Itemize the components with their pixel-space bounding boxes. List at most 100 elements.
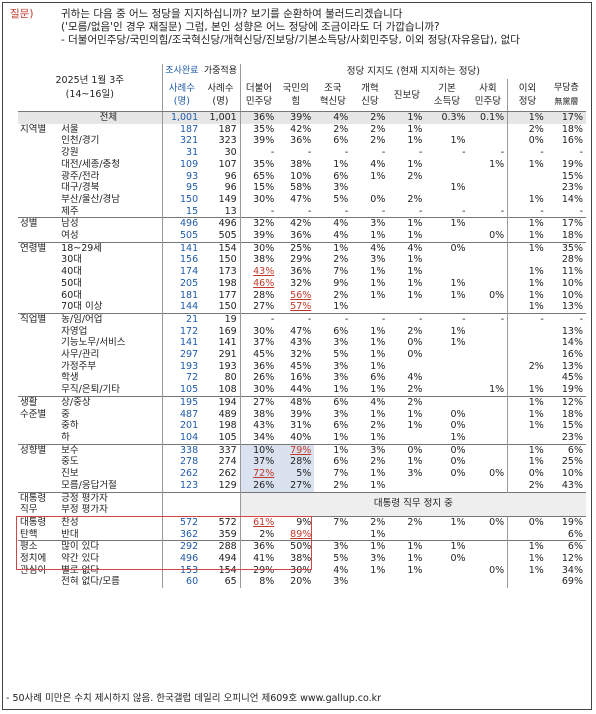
percent-cell: 15% xyxy=(239,182,278,194)
percent-cell: 14% xyxy=(561,193,583,205)
percent-cell: 17% xyxy=(546,217,586,231)
percent-cell: 1% xyxy=(507,408,547,421)
row-group-label xyxy=(18,337,59,349)
row-sub-label: 부정 평가자 xyxy=(61,504,108,516)
percent-cell: - xyxy=(500,147,505,159)
percent-cell xyxy=(388,529,425,541)
percent-cell: 1% xyxy=(507,540,547,554)
percent-cell: 1% xyxy=(507,241,547,255)
percent-cell: 1% xyxy=(351,540,389,554)
row-group-label xyxy=(18,480,59,492)
percent-cell: 2% xyxy=(333,479,349,491)
percent-cell xyxy=(388,480,425,492)
row-group-label xyxy=(18,326,59,338)
percent-cell: 0% xyxy=(450,468,466,480)
party-header-line1: 사회 xyxy=(479,83,497,94)
percent-cell: 35% xyxy=(239,123,278,136)
row-group-label: 관심이 xyxy=(20,564,47,576)
row-group-label: 평소 xyxy=(18,540,60,554)
percent-cell xyxy=(469,480,508,492)
survey-count-cell: 292 xyxy=(161,540,202,554)
percent-cell: 6% xyxy=(333,170,349,182)
percent-cell: 11% xyxy=(561,266,583,278)
percent-cell: 40% xyxy=(290,431,312,443)
percent-cell: 4% xyxy=(388,241,426,255)
percent-cell: - xyxy=(277,312,315,326)
percent-cell: 5% xyxy=(333,193,349,205)
percent-cell xyxy=(388,182,425,194)
percent-cell: 30% xyxy=(239,241,278,255)
percent-cell: 0% xyxy=(507,135,547,148)
percent-cell: 34% xyxy=(561,564,583,576)
percent-cell: 18% xyxy=(561,230,583,242)
percent-cell: 89% xyxy=(290,528,312,540)
percent-cell: 7% xyxy=(333,266,349,278)
percent-cell: 1% xyxy=(425,540,469,554)
percent-cell: 1% xyxy=(450,337,466,349)
table-row: 직무 부정 평가자 xyxy=(18,504,586,517)
row-sub-label: 반대 xyxy=(61,528,79,540)
percent-cell: 37% xyxy=(239,337,278,350)
row-sub-label: 학생 xyxy=(61,372,79,384)
percent-cell: 56% xyxy=(290,289,312,301)
survey-count-cell: 123 xyxy=(161,479,202,492)
percent-cell: 1% xyxy=(370,384,386,396)
row-group-label xyxy=(18,372,59,384)
percent-cell: 1% xyxy=(507,217,547,231)
percent-cell: 14% xyxy=(561,337,583,349)
percent-cell: 9% xyxy=(277,515,315,529)
percent-cell: 0% xyxy=(507,468,547,480)
crosstab-table: 2025년 1월 3주 (14~16일) 조사완료 가중적용 정당 지지도 (현… xyxy=(18,64,586,589)
percent-cell: 0% xyxy=(507,515,547,529)
percent-cell xyxy=(468,395,508,409)
percent-cell: 3% xyxy=(314,540,352,554)
percent-cell xyxy=(507,576,547,589)
percent-cell: 32% xyxy=(239,217,278,231)
percent-cell: 1% xyxy=(314,443,352,457)
row-sub-label: 약간 있다 xyxy=(61,553,100,565)
row-group-label xyxy=(18,576,59,588)
table-row: 30대 156 150 38% 29% 2% 3% 1% 28% xyxy=(18,254,586,267)
percent-cell: 36% xyxy=(239,540,278,554)
row-sub-label: 중하 xyxy=(61,420,79,432)
percent-cell: 42% xyxy=(290,123,312,135)
percent-cell: 1% xyxy=(407,135,423,147)
table-row: 인천/경기 321 323 39% 36% 6% 2% 1% 1% 0% 16% xyxy=(18,135,586,148)
percent-cell: 5% xyxy=(333,553,349,565)
percent-cell xyxy=(425,301,468,313)
percent-cell: - xyxy=(351,312,389,326)
row-sub-label: 60대 xyxy=(61,289,82,301)
percent-cell: 16% xyxy=(561,135,583,147)
row-sub-label: 중 xyxy=(61,408,70,420)
survey-count-cell: 172 xyxy=(161,325,202,338)
table-row: 40대 174 173 43% 36% 7% 1% 1% 1% 11% xyxy=(18,266,586,278)
percent-cell xyxy=(507,349,547,361)
percent-cell: 1% xyxy=(507,553,547,565)
percent-cell xyxy=(469,171,508,183)
percent-cell xyxy=(425,194,468,206)
percent-cell xyxy=(425,529,468,541)
party-header-7: 이외 정당 xyxy=(507,79,547,112)
percent-cell: 3% xyxy=(333,576,349,588)
weighted-count-cell: 193 xyxy=(218,360,237,372)
table-row: 60대 181 177 28% 56% 2% 1% 1% 1% 0% 1% 10% xyxy=(18,289,586,302)
percent-cell: 3% xyxy=(333,337,349,349)
survey-count-cell: 174 xyxy=(161,266,202,278)
row-group-label xyxy=(18,230,59,242)
percent-cell xyxy=(425,372,468,384)
period-dates: (14~16일) xyxy=(65,88,114,100)
row-group-label xyxy=(18,432,59,444)
percent-cell: 6% xyxy=(314,395,352,409)
percent-cell: 47% xyxy=(290,325,312,337)
percent-cell: 1% xyxy=(370,289,386,301)
row-group-label xyxy=(18,159,59,171)
survey-count-cell: 338 xyxy=(161,443,202,457)
percent-cell: 1% xyxy=(333,384,349,396)
percent-cell: 1% xyxy=(489,158,505,170)
percent-cell: 41% xyxy=(239,553,278,565)
weighted-count-cell: 150 xyxy=(218,301,237,313)
row-group-label: 지역별 xyxy=(20,123,47,135)
percent-cell xyxy=(425,124,468,136)
row-group-label: 탄핵 xyxy=(20,528,38,540)
table-row: 중도 278 274 37% 28% 6% 2% 1% 0% 1% 25% xyxy=(18,456,586,469)
